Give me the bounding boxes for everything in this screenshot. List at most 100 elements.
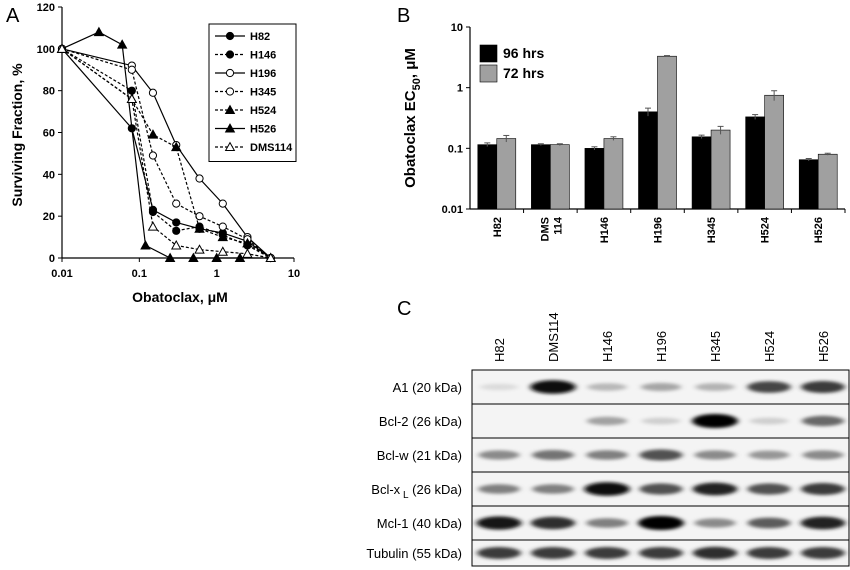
bar-x-tick-label-line: 114 [552,216,564,235]
data-point [148,88,158,97]
blot-band [478,450,520,460]
blot-band [692,414,738,428]
data-point [147,221,159,231]
line-chart-axes: 0 20 40 60 80 100 120 0.01 0.1 1 10 [37,2,300,280]
bar-72-hrs [550,144,570,210]
x-axis-title: Obatoclax, μM [132,289,228,305]
blot-band [586,450,628,460]
data-point [116,39,128,49]
blot-band [479,383,519,391]
data-point [172,226,181,235]
legend-label: H82 [250,31,270,43]
blot-lane-label: H146 [600,331,615,362]
data-point [56,43,68,53]
blot-row: Mcl-1 (40 kDa) [377,505,850,541]
series-dms114 [56,43,276,263]
bar-72-hrs [657,55,677,210]
bar-group-h196 [638,55,677,210]
bar-96-hrs [638,111,658,210]
series-line [61,48,271,259]
bar-x-tick-label: H524 [760,216,772,243]
data-point [217,246,229,256]
series-line [61,48,272,259]
bar-y-axis-title-tail: , μM [402,48,419,78]
blot-band [476,516,522,530]
legend-marker [224,104,236,115]
blot-band [695,383,735,391]
bar-72-hrs [710,129,731,210]
bar-group-h82 [477,134,517,210]
blot-row: Tubulin (55 kDa) [366,539,850,567]
series-line [61,48,271,259]
blot-band [694,518,736,528]
data-point [127,65,136,74]
panel-letter-c: C [397,298,411,320]
blot-lane-label: H82 [492,338,507,362]
blot-row-label: Bcl-2 (26 kDa) [379,414,462,429]
bar-y-tick-label: 10 [451,22,463,34]
blot-lane-label: H526 [816,331,831,362]
bar-y-axis-title-main: Obatoclax EC [402,90,419,188]
blot-band [638,516,684,530]
bar-y-tick-label: 0.01 [442,204,463,216]
data-point [242,237,253,248]
blot-band [530,380,576,394]
blot-band [639,483,683,495]
x-tick-label: 1 [214,268,220,280]
blot-band [747,517,791,529]
bar-group-h345 [691,125,731,210]
bar-x-tick-label: DMS114 [539,216,564,241]
blot-band [800,516,846,530]
data-point [172,199,181,208]
data-point [211,252,222,263]
blot-band [477,547,521,559]
blot-band [801,415,845,427]
legend-label: H524 [250,105,277,117]
series-line [61,48,272,259]
x-tick-label: 0.01 [51,268,72,280]
y-tick-label: 20 [43,211,55,223]
data-point [195,174,204,183]
blot-band [587,383,627,391]
data-point [218,222,227,231]
y-tick-label: 100 [37,44,55,56]
line-chart-series [56,26,276,263]
blot-band [801,483,845,495]
blot-row-label-sub: L [400,490,409,501]
legend-label: H526 [250,124,276,136]
bar-96-hrs [584,148,605,210]
blot-band [585,547,629,559]
blot-band [747,381,791,393]
blot-band [530,516,576,530]
bar-x-tick-label: H82 [492,217,504,237]
blot-band [801,381,845,393]
blot-band [747,547,791,559]
bar-96-hrs [745,116,765,210]
bar-group-h526 [798,152,838,210]
blot-band [802,450,844,460]
blot-band [586,518,628,528]
blot-row-label-tail: (26 kDa) [409,482,462,497]
legend-marker [224,123,236,133]
blot-row: Bcl-w (21 kDa) [377,437,850,473]
blot-band [639,547,683,559]
line-chart-panel-a: 0 20 40 60 80 100 120 0.01 0.1 1 10 H82 H146 H196 H34… [9,2,300,305]
data-point [170,141,182,152]
blot-row-label: Mcl-1 (40 kDa) [377,516,462,531]
blot-band [640,382,682,392]
bar-x-tick-label: H526 [813,217,825,243]
data-point [93,26,105,37]
blot-band [692,546,738,560]
legend-label: 96 hrs [503,45,544,61]
bar-x-tick-label: H196 [653,217,665,243]
data-point [164,252,176,263]
bar-96-hrs [531,144,551,210]
bar-y-axis-title-sub: 50 [411,78,423,90]
line-chart-legend: H82 H146 H196 H345 H524 H526 DMS114 [208,23,297,162]
data-point [140,240,151,250]
blot-row: Bcl-2 (26 kDa) [379,403,850,439]
blot-lane-label: H345 [708,331,723,362]
legend-swatch [479,64,498,83]
